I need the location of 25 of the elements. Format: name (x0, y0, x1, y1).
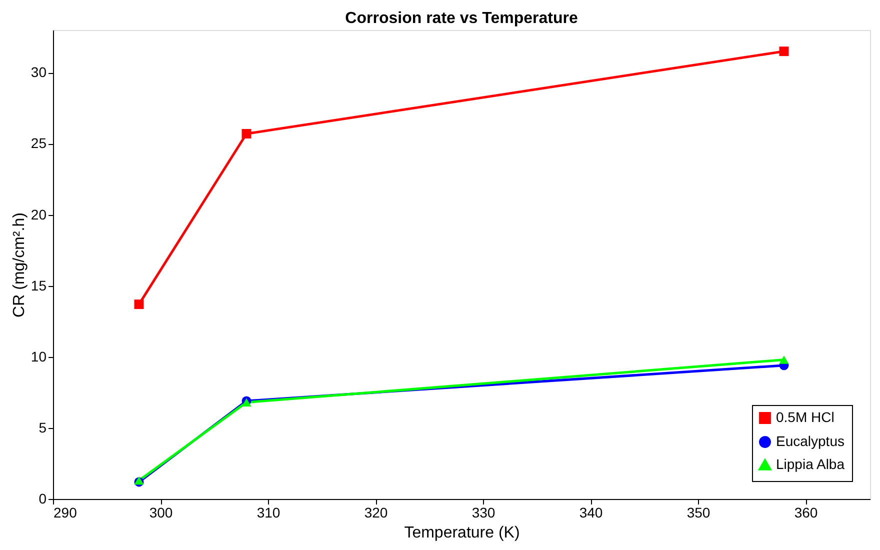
x-tick-label: 300 (149, 504, 173, 520)
x-tick-label: 320 (364, 504, 388, 520)
x-tick-label: 340 (579, 504, 603, 520)
x-tick-label: 330 (472, 504, 496, 520)
point (242, 129, 252, 138)
y-axis-title: CR (mg/cm².h) (10, 212, 28, 318)
x-tick-label: 290 (54, 504, 78, 520)
y-tick-label: 25 (30, 135, 47, 152)
legend-label: Lippia Alba (776, 456, 845, 472)
x-tick-label: 310 (256, 504, 280, 520)
y-tick-label: 5 (38, 419, 47, 436)
x-tick-label: 360 (794, 504, 818, 520)
legend-label: Eucalyptus (776, 433, 844, 449)
y-tick-label: 10 (30, 348, 47, 364)
x-tick-label: 350 (686, 504, 710, 520)
x-axis-title: Temperature (K) (404, 524, 520, 542)
y-tick-label: 15 (30, 277, 47, 294)
y-tick-label: 0 (38, 490, 47, 506)
legend-label: 0.5M HCl (776, 409, 834, 425)
y-tick-label: 30 (30, 64, 47, 80)
chart-title: Corrosion rate vs Temperature (345, 10, 578, 27)
y-tick-label: 20 (30, 206, 47, 222)
point (779, 46, 789, 56)
point (134, 300, 144, 310)
point (779, 356, 789, 364)
